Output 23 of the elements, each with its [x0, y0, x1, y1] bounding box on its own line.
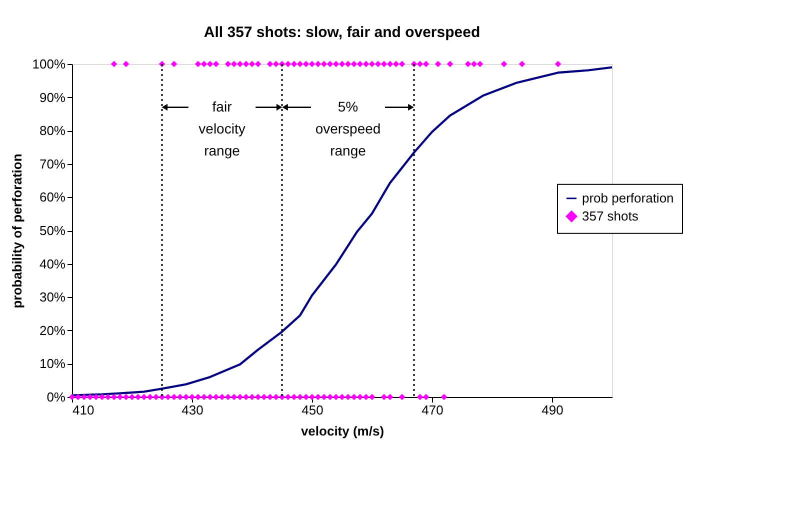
x-axis-title: velocity (m/s) — [300, 424, 384, 438]
y-tick-label: 30% — [39, 290, 66, 305]
y-tick-label: 50% — [39, 223, 66, 238]
x-tick-label: 490 — [542, 402, 564, 418]
x-tick-label: 430 — [182, 402, 204, 418]
annotation: 5% overspeed range — [315, 98, 381, 158]
x-tick-label: 450 — [302, 402, 324, 418]
y-tick-label: 90% — [39, 90, 66, 105]
x-tick-label: 410 — [72, 402, 94, 418]
y-tick-label: 0% — [46, 390, 66, 404]
y-tick-label: 100% — [32, 56, 66, 72]
chart-title: All 357 shots: slow, fair and overspeed — [204, 24, 480, 41]
y-axis-title: probability of perforation — [9, 154, 24, 308]
y-tick-label: 60% — [39, 190, 66, 205]
y-tick-label: 80% — [39, 123, 66, 138]
legend-label: 357 shots — [582, 208, 639, 224]
y-tick-label: 70% — [39, 156, 66, 172]
x-tick-label: 470 — [422, 402, 444, 418]
y-tick-label: 40% — [39, 256, 66, 272]
annotation: fair velocity range — [198, 98, 246, 158]
legend-label: prob perforation — [582, 190, 674, 206]
y-tick-label: 20% — [39, 322, 66, 338]
y-tick-label: 10% — [39, 356, 66, 372]
